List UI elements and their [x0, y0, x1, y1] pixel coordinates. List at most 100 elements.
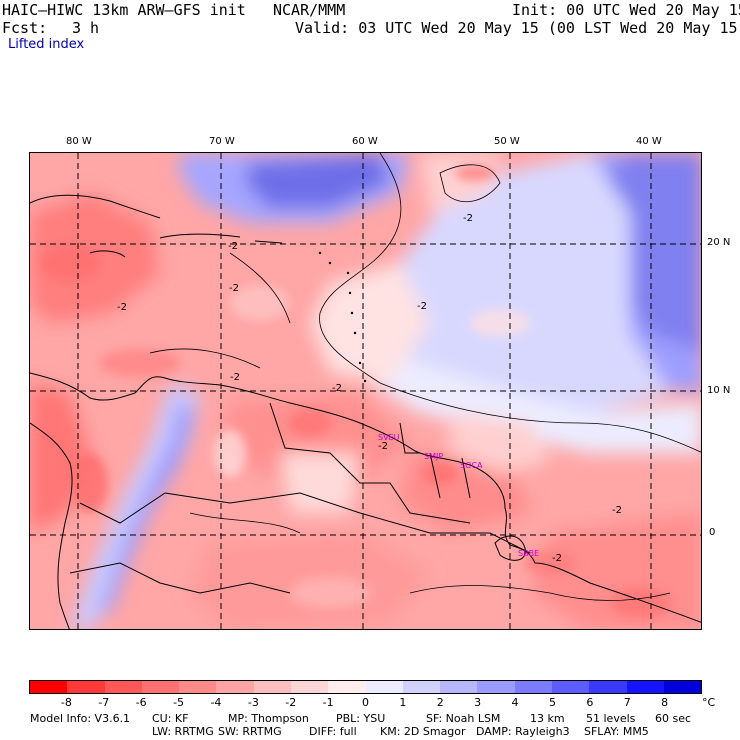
map-svg [30, 153, 701, 629]
km-option: KM: 2D Smagor [380, 725, 466, 738]
lat-label-10n: 10 N [707, 385, 731, 396]
colorbar-tick-label: 6 [586, 696, 594, 709]
model-title: HAIC–HIWC 13km ARW–GFS init [2, 1, 246, 19]
colorbar-tick-label: -8 [60, 696, 72, 709]
contour-minus2-d [229, 252, 291, 324]
model-version: Model Info: V3.6.1 [30, 712, 131, 725]
contour-label: -2 [552, 553, 562, 564]
colorbar-tick-label: 8 [661, 696, 669, 709]
pbl-scheme: PBL: YSU [336, 712, 386, 725]
surface-layer-option: SFLAY: MM5 [584, 725, 649, 738]
colorbar-swatch [290, 681, 329, 693]
colorbar-swatch [328, 681, 366, 693]
forecast-label: Fcst: [2, 19, 48, 37]
colorbar-tick-label: -4 [210, 696, 222, 709]
coastlines [30, 194, 701, 629]
contour-label: -2 [228, 241, 238, 252]
guyana-border [399, 422, 420, 454]
diffusion-option: DIFF: full [309, 725, 357, 738]
colorbar-tick-label: -2 [285, 696, 297, 709]
colorbar-swatch [440, 681, 478, 693]
colorbar-swatch [402, 681, 441, 693]
surface-scheme: SF: Noah LSM [426, 712, 501, 725]
colorbar-swatch [30, 681, 68, 693]
init-time: Init: 00 UTC Wed 20 May 15 [512, 1, 740, 19]
puerto-rico-coast [254, 240, 283, 244]
contour-label: -2 [117, 302, 127, 313]
org-label: NCAR/MMM [273, 1, 346, 19]
station-smjp: SMJP [424, 452, 444, 461]
colorbar-swatch [104, 681, 142, 693]
time-step: 60 sec [655, 712, 692, 725]
pacific-coast [30, 422, 73, 629]
colorbar-tick-label: -6 [135, 696, 147, 709]
colorbar-tick-label: -5 [173, 696, 185, 709]
colorbar-tick-label: 3 [474, 696, 482, 709]
colorbar-swatch [477, 681, 515, 693]
lon-label-60w: 60 W [352, 136, 378, 147]
valid-time: Valid: 03 UTC Wed 20 May 15 (00 LST Wed … [295, 19, 740, 37]
colorbar-tick-label: 0 [362, 696, 369, 709]
lon-label-70w: 70 W [209, 136, 235, 147]
station-sbbe: SBBE [518, 549, 540, 558]
colorbar-tick-label: -7 [98, 696, 110, 709]
contour-minus2-e [409, 585, 671, 601]
lat-label-equator: 0 [709, 527, 716, 538]
amazon-delta [494, 535, 526, 561]
contour-label: -2 [230, 372, 240, 383]
colorbar-swatch [514, 681, 552, 693]
suriname-border [429, 452, 441, 499]
forecast-hour: 3 h [72, 19, 100, 37]
field-texture [40, 165, 670, 619]
station-soca: SOCA [460, 461, 483, 470]
contour-label: -2 [463, 213, 473, 224]
colombia-border [79, 492, 166, 524]
contour-label: -2 [417, 301, 427, 312]
colorbar-tick-label: 5 [548, 696, 556, 709]
south-america-coast [30, 372, 701, 623]
colorbar-swatch [626, 681, 664, 693]
contour-label: -2 [612, 505, 622, 516]
contour-label: -2 [378, 441, 388, 452]
longwave-scheme: LW: RRTMG [152, 725, 214, 738]
field-name: Lifted index [8, 37, 85, 52]
contour-minus2-a [319, 153, 701, 453]
contour-lines [149, 153, 701, 601]
grid-spacing: 13 km [530, 712, 565, 725]
colorbar [29, 680, 702, 694]
peru-border [69, 562, 291, 594]
contour-minus2-f [189, 512, 301, 534]
colorbar-swatch [141, 681, 180, 693]
contour-minus2-c [149, 348, 261, 369]
jamaica-coast [89, 250, 126, 258]
colorbar-tick-label: 2 [436, 696, 444, 709]
contour-minus2-b [439, 164, 501, 202]
colorbar-tick-label: 7 [623, 696, 631, 709]
colorbar-swatch [663, 681, 702, 693]
colorbar-swatch [216, 681, 254, 693]
lifted-index-map [29, 152, 702, 630]
contour-label: -2 [332, 383, 342, 394]
colorbar-swatch [67, 681, 105, 693]
damping-option: DAMP: Rayleigh3 [476, 725, 570, 738]
colorbar-tick-label: -1 [322, 696, 334, 709]
station-sveu: SVEU [378, 433, 400, 442]
contour-label: -2 [229, 283, 239, 294]
venezuela-border [269, 402, 471, 524]
shortwave-scheme: SW: RRTMG [218, 725, 282, 738]
colorbar-tick-label: 4 [511, 696, 519, 709]
colorbar-swatch [589, 681, 627, 693]
colorbar-unit: °C [702, 696, 716, 709]
lat-label-20n: 20 N [707, 237, 731, 248]
colorbar-tick-label: 1 [399, 696, 407, 709]
colorbar-swatch [551, 681, 590, 693]
lat-lon-grid [30, 153, 701, 629]
cumulus-scheme: CU: KF [152, 712, 189, 725]
colorbar-swatch [365, 681, 403, 693]
french-guiana-border [461, 457, 471, 499]
hispaniola-coast [159, 233, 241, 239]
cuba-coast [30, 194, 161, 219]
vertical-levels: 51 levels [586, 712, 636, 725]
lon-label-40w: 40 W [636, 136, 662, 147]
microphysics-scheme: MP: Thompson [228, 712, 309, 725]
